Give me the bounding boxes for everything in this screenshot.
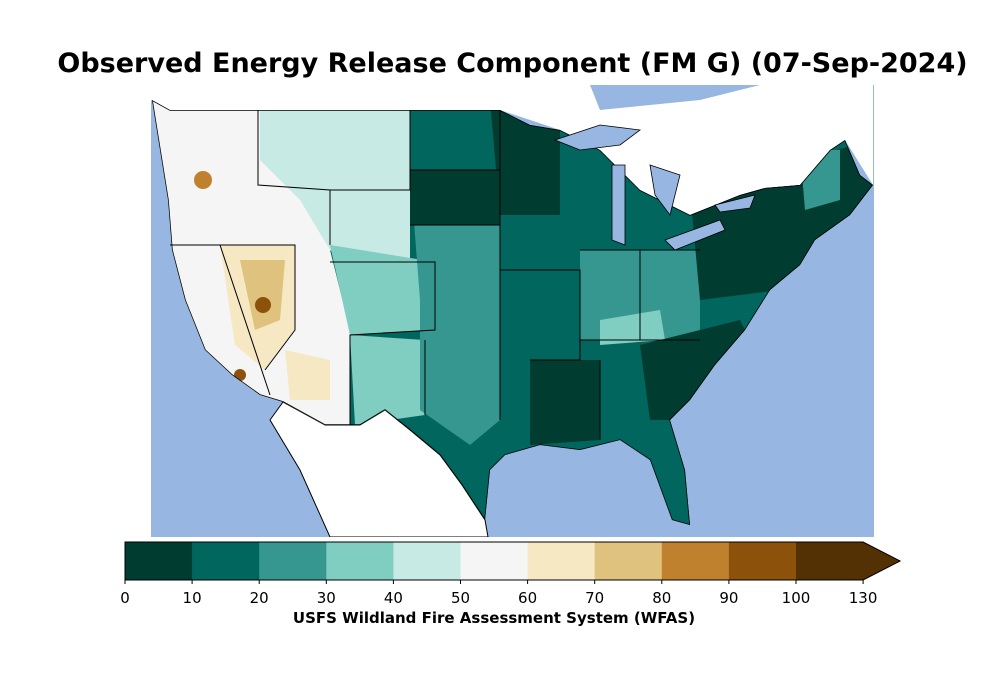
colorbar: 0 10 20 30 40 50 60 70 80 90 100 130 (120, 541, 902, 607)
lake-huron (649, 164, 681, 216)
colorbar-tick-label: 80 (652, 589, 671, 607)
great-lakes (553, 124, 756, 251)
canada-land (151, 85, 873, 215)
colorbar-swatch (393, 542, 461, 580)
colorbar-extend-arrow (796, 542, 901, 580)
colorbar-swatch (259, 542, 327, 580)
colorbar-swatch (594, 542, 663, 580)
colorbar-tick-label: 50 (451, 589, 470, 607)
erc-map (151, 85, 874, 537)
colorbar-tick-label: 20 (250, 589, 269, 607)
colorbar-tick-label: 10 (183, 589, 202, 607)
colorbar-swatch (326, 542, 394, 580)
colorbar-tick-label: 0 (120, 589, 130, 607)
colorbar-tick-label: 40 (384, 589, 403, 607)
colorbar-tick-label: 90 (719, 589, 738, 607)
colorbar-tick-label: 70 (585, 589, 604, 607)
state-borders (170, 110, 700, 440)
colorbar-tick-label: 60 (518, 589, 537, 607)
colorbar-tick-label: 100 (782, 589, 811, 607)
lake-ontario (714, 194, 756, 213)
lake-superior (553, 124, 642, 151)
lake-erie (664, 219, 726, 251)
colorbar-swatch (460, 542, 529, 580)
colorbar-outline (124, 541, 902, 581)
colorbar-tick-label: 30 (317, 589, 336, 607)
colorbar-swatch (125, 542, 193, 580)
colorbar-swatch (527, 542, 596, 580)
colorbar-tick-label: 130 (849, 589, 878, 607)
colorbar-swatch (661, 542, 730, 580)
lake-michigan (611, 164, 626, 246)
colorbar-caption: USFS Wildland Fire Assessment System (WF… (292, 609, 696, 627)
colorbar-swatch (192, 542, 260, 580)
chart-title: Observed Energy Release Component (FM G)… (57, 48, 968, 79)
colorbar-swatch (728, 542, 797, 580)
